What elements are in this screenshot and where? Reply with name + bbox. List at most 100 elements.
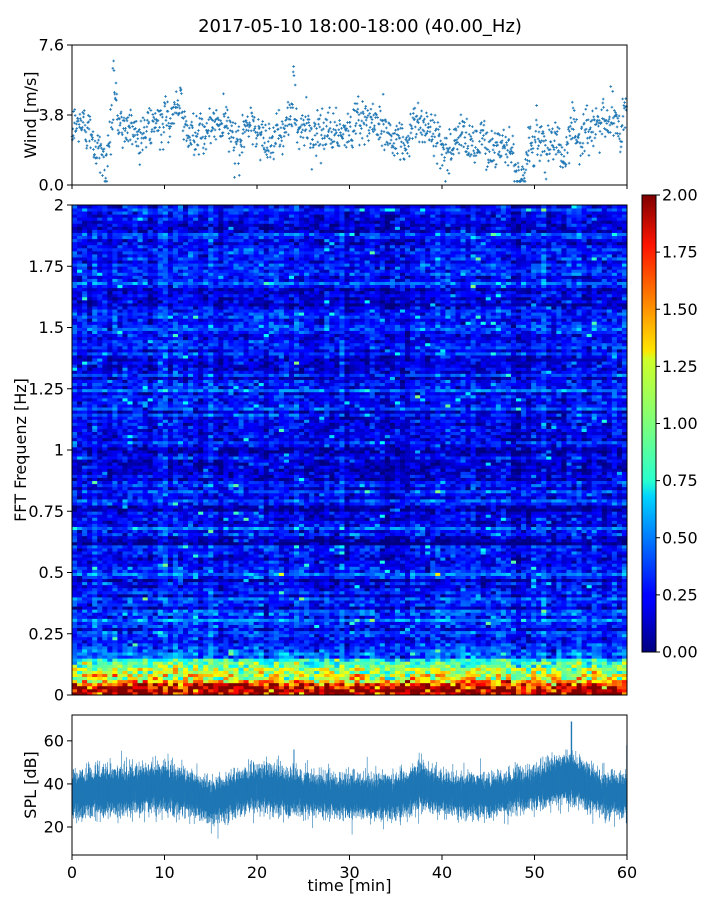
spectrogram-cell [344, 630, 350, 635]
spectrogram-cell [142, 646, 149, 650]
spectrogram-cell [77, 618, 83, 622]
spectrogram-cell [218, 655, 224, 659]
wind-point [561, 166, 565, 169]
spectrogram-cell [238, 636, 244, 641]
spectrogram-cell [581, 618, 588, 622]
spectrogram-cell [334, 621, 340, 625]
spectrogram-cell [243, 618, 249, 622]
spectrogram-cell [329, 600, 335, 604]
spectrogram-cell [379, 630, 386, 635]
spectrogram-cell [213, 655, 219, 659]
spectrogram-cell [425, 688, 431, 693]
spectrogram-cell [218, 688, 224, 693]
spectrogram-cell [82, 670, 88, 674]
wind-point [102, 147, 106, 151]
spectrogram-cell [183, 661, 189, 665]
spectrogram-cell [72, 600, 78, 604]
spectrogram-cell [304, 612, 310, 616]
spectrogram-cell [556, 676, 562, 681]
spectrogram-cell [223, 636, 229, 641]
spectrogram-cell [288, 606, 295, 610]
spectrogram-cell [117, 603, 123, 607]
spectrogram-cell [359, 670, 366, 674]
wind-point [365, 123, 368, 127]
spectrogram-cell [394, 621, 401, 625]
wind-point [546, 124, 550, 127]
spectrogram-cell [198, 609, 204, 613]
spectrogram-cell [581, 673, 588, 678]
spectrogram-cell [369, 682, 376, 687]
spectrogram-cell [157, 627, 164, 632]
spectrogram-cell [601, 646, 608, 650]
spectrogram-cell [87, 667, 93, 671]
spectrogram-cell [132, 664, 138, 668]
spectrogram-cell [319, 679, 325, 684]
spectrogram-cell [536, 673, 542, 678]
spectrogram-cell [354, 600, 360, 604]
wind-point [73, 108, 77, 111]
spectrogram-cell [329, 639, 335, 644]
spectrogram-cell [571, 688, 577, 693]
spectrogram-cell [500, 606, 507, 610]
spectrogram-cell [132, 621, 138, 625]
wind-point [581, 152, 584, 155]
spectrogram-cell [309, 593, 315, 598]
spectrogram-cell [233, 636, 239, 641]
spectrogram-cell [117, 624, 123, 629]
spectrogram-cell [440, 642, 446, 647]
spectrogram-cell [440, 646, 446, 650]
spectrogram-cell [278, 618, 285, 622]
spectrogram-cell [283, 661, 290, 665]
spectrogram-cell [177, 667, 184, 671]
wind-point [610, 105, 614, 109]
spectrogram-cell [147, 615, 154, 619]
spectrogram-cell [177, 649, 184, 653]
spectrogram-cell [288, 682, 295, 687]
spectrogram-cell [521, 673, 527, 678]
wind-point [152, 115, 155, 119]
spectrogram-cell [218, 642, 224, 647]
spectrogram-cell [611, 646, 618, 650]
spectrogram-cell [606, 667, 613, 671]
spectrogram-cell [470, 685, 477, 690]
spectrogram-cell [299, 682, 305, 687]
spectrogram-cell [460, 667, 466, 671]
spectrogram-cell [440, 621, 446, 625]
spectrogram-cell [475, 688, 482, 693]
spectrogram-cell [203, 600, 209, 604]
spectrogram-cell [500, 624, 507, 629]
spectrogram-cell [268, 688, 275, 693]
spectrogram-cell [571, 646, 577, 650]
spectrogram-cell [490, 630, 497, 635]
wind-point [503, 161, 507, 164]
spectrogram-cell [556, 649, 562, 653]
spectrogram-cell [334, 600, 340, 604]
wind-point [579, 154, 582, 157]
spectrogram-cell [117, 627, 123, 632]
spectrogram-cell [77, 627, 83, 632]
wind-point [369, 107, 373, 111]
wind-point [600, 108, 603, 112]
spectrogram-cell [329, 612, 335, 616]
spectrogram-cell [97, 646, 103, 650]
spectrogram-cell [243, 667, 249, 671]
spectrogram-cell [258, 618, 265, 622]
spectrogram-cell [233, 688, 239, 693]
spectrogram-cell [107, 670, 113, 674]
spectrogram-cell [410, 615, 416, 619]
spectrogram-cell [445, 633, 451, 638]
spectrogram-cell [213, 682, 219, 687]
spectrogram-cell [142, 649, 149, 653]
wind-point [523, 171, 527, 175]
spectrogram-cell [87, 593, 93, 598]
spectrogram-cell [309, 685, 315, 690]
spectrogram-cell [606, 682, 613, 687]
spectrogram-cell [208, 636, 214, 641]
spectrogram-cell [167, 639, 174, 644]
wind-point [347, 133, 351, 137]
wind-point [429, 119, 433, 122]
spectrogram-cell [273, 621, 280, 625]
spectrogram-cell [278, 636, 285, 641]
spectrogram-cell [339, 593, 345, 598]
spectrogram-cell [203, 676, 209, 681]
